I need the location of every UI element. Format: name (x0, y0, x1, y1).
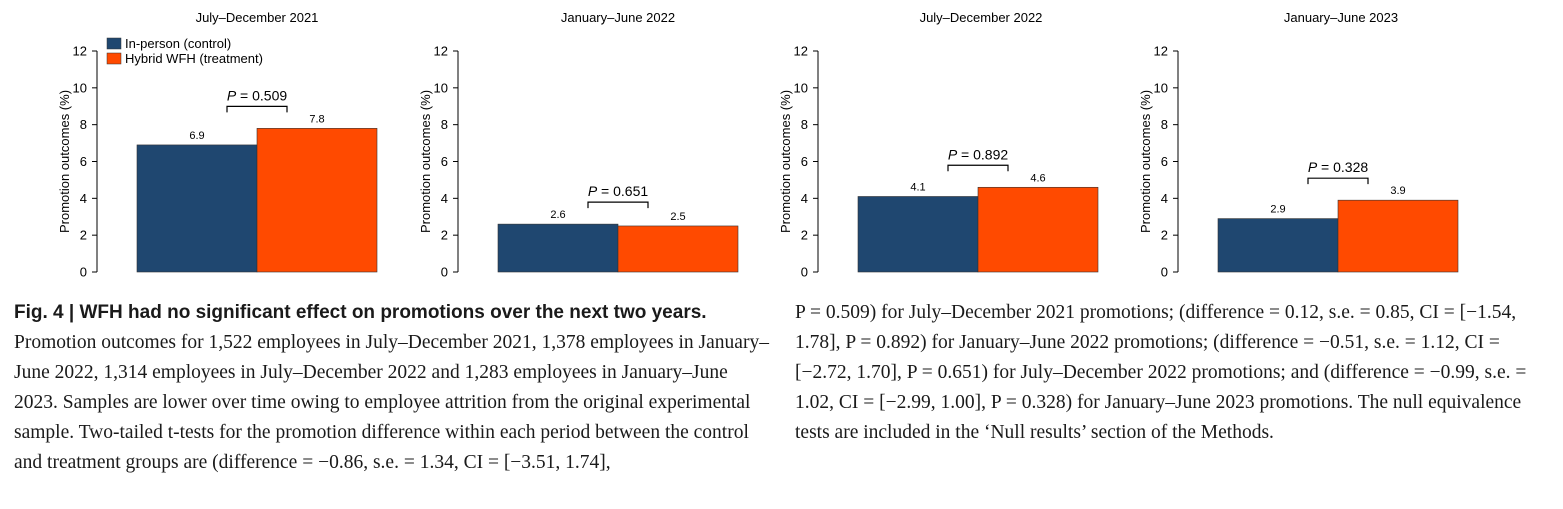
p-value-bracket (226, 105, 288, 113)
y-tick-label: 4 (80, 191, 87, 206)
y-tick-label: 8 (1161, 117, 1168, 132)
y-tick-label: 2 (441, 228, 448, 243)
data-label: 3.9 (1390, 185, 1405, 197)
legend-label: Hybrid WFH (treatment) (125, 51, 263, 66)
figure-label: Fig. 4 | WFH had no significant effect o… (14, 302, 707, 323)
bar-control (857, 196, 979, 273)
y-tick-label: 2 (801, 228, 808, 243)
y-tick-label: 8 (80, 117, 87, 132)
y-tick-label: 0 (80, 265, 87, 280)
caption-right-column: P = 0.509) for July–December 2021 promot… (795, 298, 1555, 448)
y-tick-label: 4 (801, 191, 808, 206)
y-tick-label: 0 (1161, 265, 1168, 280)
chart-title: January–June 2022 (561, 10, 675, 25)
y-tick-label: 6 (801, 154, 808, 169)
y-tick-label: 6 (441, 154, 448, 169)
data-label: 7.8 (309, 113, 324, 125)
p-value-bracket (947, 164, 1009, 172)
legend-swatch (106, 52, 122, 65)
p-value-label: P = 0.892 (948, 146, 1009, 162)
y-tick-label: 6 (80, 154, 87, 169)
y-tick-label: 12 (794, 44, 808, 59)
legend-swatch (106, 37, 122, 50)
y-tick-label: 6 (1161, 154, 1168, 169)
chart-title: July–December 2022 (920, 10, 1043, 25)
y-tick-label: 10 (794, 80, 808, 95)
bar-treatment (256, 128, 378, 273)
y-tick-label: 12 (1154, 44, 1168, 59)
bar-control (1217, 218, 1339, 273)
y-tick-label: 2 (1161, 228, 1168, 243)
p-value-label: P = 0.509 (227, 87, 288, 103)
p-value-label: P = 0.328 (1308, 159, 1369, 175)
y-axis-label: Promotion outcomes (%) (418, 90, 433, 233)
y-tick-label: 8 (441, 117, 448, 132)
bar-treatment (977, 186, 1099, 273)
y-tick-label: 10 (1154, 80, 1168, 95)
y-axis-label: Promotion outcomes (%) (1138, 90, 1153, 233)
chart-title: January–June 2023 (1284, 10, 1398, 25)
data-label: 4.6 (1030, 172, 1045, 184)
p-value-bracket (587, 201, 649, 209)
bar-treatment (1337, 199, 1459, 273)
y-tick-label: 4 (1161, 191, 1168, 206)
y-tick-label: 10 (73, 80, 87, 95)
data-label: 6.9 (189, 130, 204, 142)
y-tick-label: 8 (801, 117, 808, 132)
y-tick-label: 2 (80, 228, 87, 243)
y-tick-label: 12 (434, 44, 448, 59)
caption-left-column: Fig. 4 | WFH had no significant effect o… (14, 298, 774, 478)
data-label: 2.6 (550, 209, 565, 221)
data-label: 2.9 (1270, 204, 1285, 216)
bar-control (497, 223, 619, 273)
chart-title: July–December 2021 (196, 10, 319, 25)
y-tick-label: 0 (441, 265, 448, 280)
data-label: 4.1 (910, 181, 925, 193)
y-axis-label: Promotion outcomes (%) (57, 90, 72, 233)
p-value-label: P = 0.651 (588, 183, 649, 199)
bar-treatment (617, 225, 739, 273)
y-tick-label: 10 (434, 80, 448, 95)
caption-right-text: P = 0.509) for July–December 2021 promot… (795, 302, 1527, 443)
y-tick-label: 4 (441, 191, 448, 206)
caption-left-text: Promotion outcomes for 1,522 employees i… (14, 332, 769, 473)
legend-label: In-person (control) (125, 36, 231, 51)
y-axis-label: Promotion outcomes (%) (778, 90, 793, 233)
y-tick-label: 0 (801, 265, 808, 280)
y-tick-label: 12 (73, 44, 87, 59)
bar-control (136, 144, 258, 273)
p-value-bracket (1307, 177, 1369, 185)
charts-figure: July–December 2021 0 2 4 6 8 10 12 Promotion out… (57, 10, 1459, 280)
data-label: 2.5 (670, 211, 685, 223)
